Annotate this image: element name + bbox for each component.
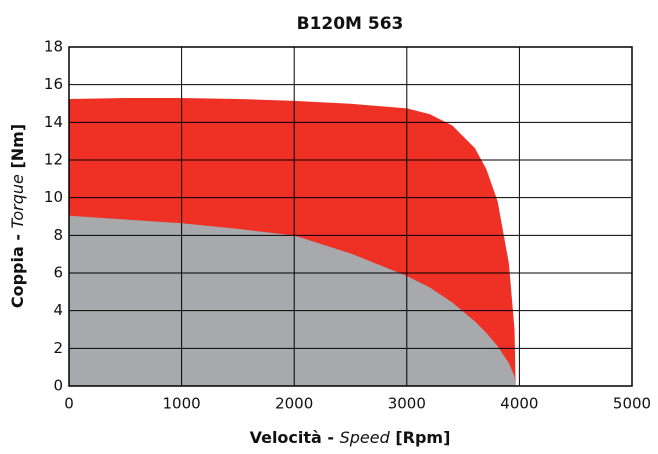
y-tick-label: 8 <box>53 226 63 244</box>
x-tick-label: 0 <box>64 395 74 413</box>
x-tick-label: 3000 <box>388 395 426 413</box>
chart-title: B120M 563 <box>297 14 404 34</box>
y-axis-label: Coppia - Torque [Nm] <box>8 124 27 308</box>
x-tick-label: 4000 <box>500 395 538 413</box>
label-part: [Nm] <box>8 124 27 174</box>
area-line <box>68 215 516 387</box>
label-part: Velocità - <box>250 428 340 447</box>
y-tick-label: 6 <box>53 264 63 282</box>
y-tick-label: 2 <box>53 339 63 357</box>
x-tick-label: 5000 <box>613 395 651 413</box>
area-fill <box>69 216 515 386</box>
plot-frame <box>68 46 633 387</box>
label-part: Speed <box>340 428 391 447</box>
y-tick-label: 4 <box>53 301 63 319</box>
y-tick-label: 10 <box>44 188 63 206</box>
x-tick-label: 2000 <box>275 395 313 413</box>
label-part: Torque <box>8 174 27 228</box>
y-tick-label: 0 <box>53 377 63 395</box>
x-tick-label: 1000 <box>163 395 201 413</box>
label-part: [Rpm] <box>390 428 451 447</box>
y-tick-label: 12 <box>44 151 63 169</box>
x-axis-label: Velocità - Speed [Rpm] <box>250 428 451 447</box>
area-line <box>68 98 516 387</box>
label-part: Coppia - <box>8 228 27 308</box>
y-tick-label: 14 <box>44 113 63 131</box>
y-tick-label: 18 <box>44 38 63 56</box>
y-tick-label: 16 <box>44 75 63 93</box>
